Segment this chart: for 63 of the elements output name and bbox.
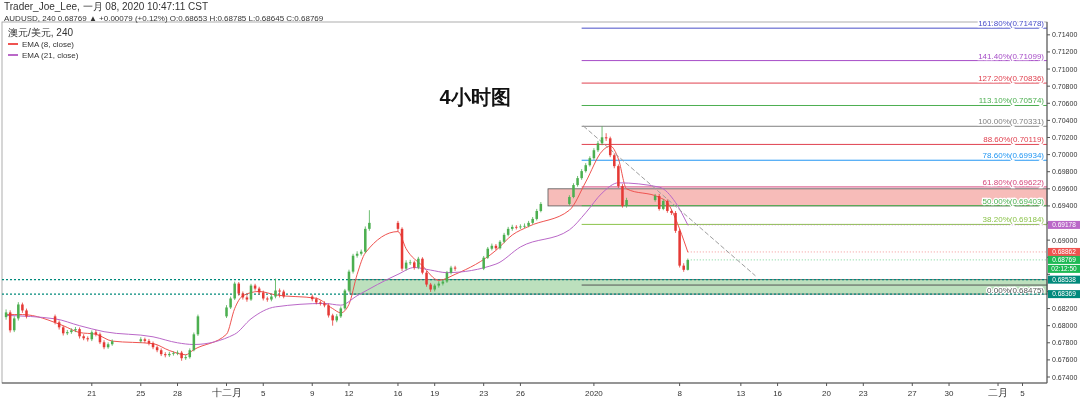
candlestick [274,278,277,299]
text: 4小时图 [439,86,511,108]
ref-line-label: 88.60%(0.70119) [983,135,1045,145]
candlestick [66,329,69,336]
ref-line-label: 161.80%(0.71478) [978,19,1045,29]
candlestick [245,294,249,303]
legend-label: EMA (8, close) [22,40,75,49]
candlestick [172,350,175,357]
x-tick-label: 19 [430,389,440,398]
x-tick-label: 23 [479,389,489,398]
candlestick [70,327,73,335]
x-tick-label: 12 [344,389,354,398]
candlestick [617,164,620,189]
x-tick-label: 20 [822,389,832,398]
candlestick [164,351,167,358]
candlestick [670,208,673,216]
candlestick [278,288,281,298]
x-tick-label: 2020 [585,389,604,398]
x-tick-label: 21 [87,389,97,398]
ref-line-label: 113.10%(0.70574) [978,96,1045,106]
candlestick [319,300,322,306]
candlestick [17,301,20,321]
candlestick [168,351,171,358]
ref-line-label: 38.20%(0.69184) [982,215,1045,225]
x-tick-label: 26 [515,389,526,398]
candlestick [674,210,677,234]
x-tick-label: 5 [1020,389,1026,398]
candlestick [523,223,526,229]
x-tick-label: 二月 [988,387,1009,398]
candlestick [86,335,89,342]
ref-line-label: 78.60%(0.69934) [982,151,1045,161]
x-tick-label: 9 [310,389,316,398]
x-tick-label: 28 [173,389,183,398]
ref-line-label: 61.80%(0.69622) [982,177,1045,187]
candlestick [515,224,518,230]
ref-line-label: 0.00%(0.68475) [987,286,1045,296]
candlestick [368,209,371,232]
candlestick [621,183,624,209]
x-tick-label: 16 [393,389,403,398]
x-tick-label: 16 [773,389,783,398]
annotation: 澳元/美元, 240 [8,27,74,38]
x-tick-label: 13 [736,389,746,398]
legend-label: EMA (21, close) [22,51,79,60]
ref-line-label: 141.40%(0.71099) [978,51,1045,61]
x-tick-label: 27 [907,389,918,398]
candlestick [74,326,77,333]
candlestick [143,337,147,344]
x-tick-label: 23 [858,389,869,398]
candlestick [519,223,522,230]
text: Trader_Joe_Lee, 一月 08, 2020 10:47:11 CST [4,1,209,12]
x-tick-label: 30 [944,389,955,398]
x-tick-label: 十二月 [211,387,242,398]
ref-line-label: 100.00%(0.70331) [978,117,1045,127]
candlestick [233,281,236,301]
ref-line-label: 127.20%(0.70836) [978,74,1045,84]
x-tick-label: 5 [261,389,267,398]
ref-line-label: 50.00%(0.69403) [982,196,1045,206]
x-tick-label: 8 [677,389,683,398]
candlestick [364,226,367,254]
candlestick [408,259,412,266]
x-tick-label: 25 [136,389,146,398]
candlestick [184,354,187,361]
annotation: AUDUSD, 240 0.68769 ▲ +0.00079 (+0.12%) O:0.68653 H:0.68785 L:0.68645 C:0.68769 [4,14,324,23]
